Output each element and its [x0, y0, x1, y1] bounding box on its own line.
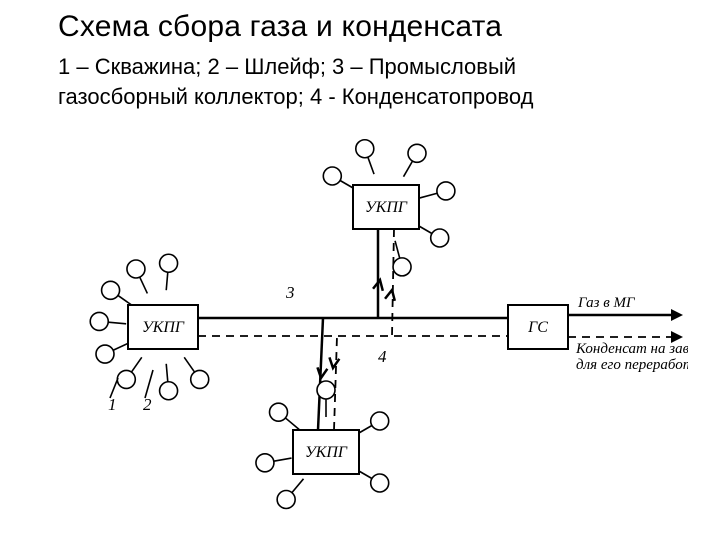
- well-icon: [356, 140, 374, 158]
- well-icon: [191, 370, 209, 388]
- well-stub: [108, 322, 126, 324]
- well-icon: [277, 490, 295, 508]
- well-stub: [166, 272, 168, 290]
- well-icon: [117, 370, 135, 388]
- output-gas-label: Газ в МГ: [577, 295, 636, 311]
- well-icon: [102, 281, 120, 299]
- branch-condensate-pipe: [334, 336, 337, 430]
- legend-text: 1 – Скважина; 2 – Шлейф; 3 – Промысловый…: [58, 52, 648, 111]
- diagram: Газ в МГ Конденсат на заводдля его перера…: [48, 130, 688, 530]
- node-label-gs: ГС: [527, 319, 548, 336]
- branch-condensate-pipe: [392, 229, 394, 336]
- node-label-ukpg-bottom: УКПГ: [305, 444, 348, 461]
- well-icon: [371, 412, 389, 430]
- output-condensate-label: Конденсат на завод: [575, 341, 688, 357]
- arrow-head-icon: [671, 309, 683, 321]
- well-stub: [420, 193, 437, 198]
- well-stub: [292, 479, 304, 493]
- well-icon: [317, 381, 335, 399]
- well-icon: [437, 182, 455, 200]
- well-icon: [96, 345, 114, 363]
- well-icon: [270, 403, 288, 421]
- well-icon: [393, 258, 411, 276]
- callout-3: 3: [285, 283, 295, 302]
- callout-1: 1: [108, 395, 117, 414]
- callout-4: 4: [378, 347, 387, 366]
- well-icon: [323, 167, 341, 185]
- well-stub: [184, 357, 194, 372]
- well-icon: [408, 144, 426, 162]
- well-icon: [256, 454, 274, 472]
- well-stub: [166, 364, 168, 382]
- well-stub: [395, 241, 400, 258]
- well-stub: [404, 161, 413, 177]
- arrow-chevron: [385, 290, 395, 301]
- well-icon: [160, 382, 178, 400]
- arrow-chevron: [329, 357, 339, 368]
- page-title: Схема сбора газа и конденсата: [58, 10, 502, 44]
- well-stub: [368, 157, 374, 174]
- arrow-chevron: [317, 367, 327, 378]
- node-label-ukpg-top: УКПГ: [365, 199, 408, 216]
- well-stub: [285, 418, 299, 430]
- well-stub: [274, 458, 292, 461]
- well-stub: [140, 277, 148, 293]
- well-stub: [131, 357, 141, 372]
- well-icon: [127, 260, 145, 278]
- well-icon: [160, 254, 178, 272]
- callout-2: 2: [143, 395, 152, 414]
- well-icon: [431, 229, 449, 247]
- callout-pointer: [145, 370, 153, 398]
- output-condensate-label-2: для его переработки: [576, 357, 688, 373]
- well-icon: [90, 312, 108, 330]
- node-label-ukpg-left: УКПГ: [142, 319, 185, 336]
- well-icon: [371, 474, 389, 492]
